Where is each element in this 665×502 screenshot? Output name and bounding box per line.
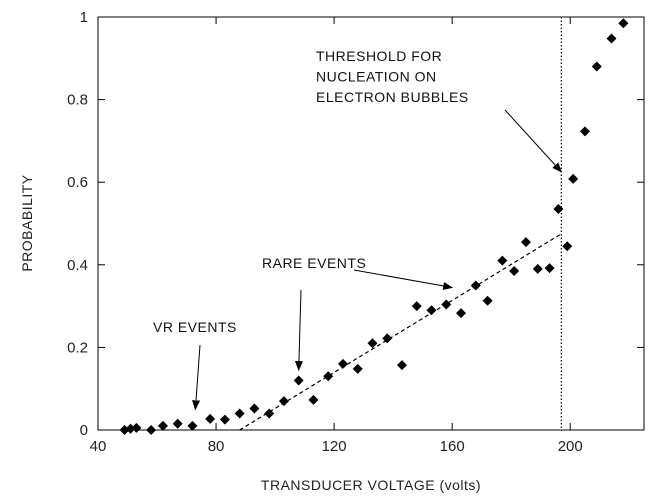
plot-frame (97, 16, 645, 431)
x-tick-label: 160 (440, 438, 465, 455)
y-tick-label: 0.6 (67, 174, 88, 191)
data-point (293, 375, 304, 386)
data-points (119, 18, 629, 435)
data-point (367, 338, 378, 349)
data-point (553, 204, 564, 215)
annotation-text: THRESHOLD FOR (316, 48, 442, 64)
data-point (205, 413, 216, 424)
annotation-text: VR EVENTS (153, 319, 237, 335)
data-point (544, 263, 555, 274)
data-point (157, 420, 168, 431)
annotation-arrow (504, 109, 563, 173)
data-point (278, 396, 289, 407)
x-tick-label: 200 (558, 438, 583, 455)
annotation-arrow (294, 289, 303, 372)
data-point (219, 414, 230, 425)
data-point (352, 363, 363, 374)
data-point (264, 408, 275, 419)
x-tick-label: 80 (208, 438, 225, 455)
data-point (131, 422, 142, 433)
data-point (337, 358, 348, 369)
annotation-arrow (353, 269, 454, 290)
data-point (411, 301, 422, 312)
data-point (470, 280, 481, 291)
data-point (172, 418, 183, 429)
annotation-text: ELECTRON BUBBLES (316, 89, 469, 105)
data-point (249, 403, 260, 414)
data-point (234, 408, 245, 419)
data-point (323, 371, 334, 382)
data-point (456, 308, 467, 319)
y-tick-label: 0.2 (67, 339, 88, 356)
data-point (146, 425, 157, 435)
data-point (497, 255, 508, 266)
x-tick-label: 40 (90, 438, 107, 455)
y-tick-label: 1 (80, 9, 88, 26)
data-point (568, 173, 579, 184)
data-point (591, 61, 602, 72)
data-point (125, 423, 136, 434)
data-point (520, 237, 531, 248)
y-tick-label: 0.8 (67, 92, 88, 109)
x-axis-title: TRANSDUCER VOLTAGE (volts) (261, 477, 481, 493)
axis-ticks: 40 80 120 160 200 0 0.2 0.4 0.6 0.8 1 (67, 9, 644, 455)
x-tick-label: 120 (322, 438, 347, 455)
annotation-arrow (192, 344, 201, 411)
data-point (618, 18, 629, 29)
data-point (606, 33, 617, 44)
data-point (579, 126, 590, 137)
data-point (562, 241, 573, 252)
annotation-text: NUCLEATION ON (316, 69, 437, 85)
data-point (187, 420, 198, 431)
data-point (426, 305, 437, 316)
data-point (509, 265, 520, 276)
data-point (396, 360, 407, 371)
annotation-text: RARE EVENTS (262, 255, 366, 271)
data-point (441, 299, 452, 310)
annotations: THRESHOLD FOR NUCLEATION ON ELECTRON BUBBL… (153, 48, 563, 411)
data-point (382, 333, 393, 344)
y-axis-title: PROBABILITY (19, 174, 35, 271)
data-point (308, 394, 319, 405)
y-tick-label: 0.4 (67, 257, 88, 274)
data-point (482, 295, 493, 306)
y-tick-label: 0 (80, 422, 88, 439)
data-point (532, 263, 543, 274)
fit-line-group (239, 17, 562, 431)
